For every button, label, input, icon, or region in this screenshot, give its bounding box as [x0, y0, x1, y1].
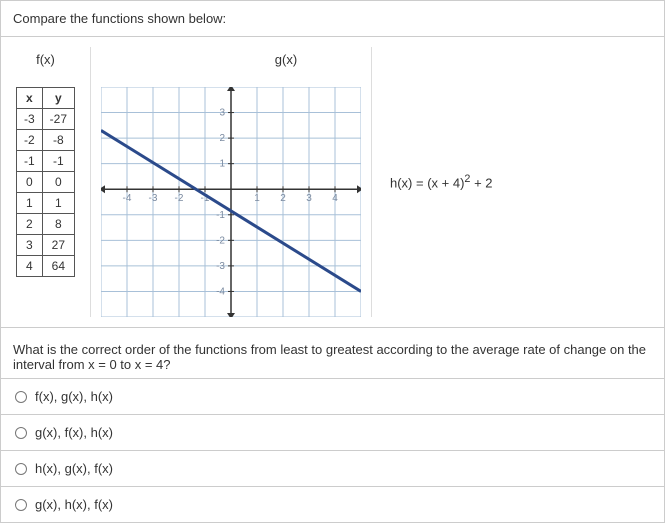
option-label: g(x), h(x), f(x) — [35, 497, 113, 512]
radio-icon — [15, 463, 27, 475]
table-row: 28 — [16, 214, 74, 235]
option-0[interactable]: f(x), g(x), h(x) — [0, 379, 665, 415]
svg-text:4: 4 — [332, 193, 338, 204]
svg-text:-2: -2 — [175, 193, 184, 204]
f-label: f(x) — [31, 47, 60, 72]
svg-text:1: 1 — [219, 159, 225, 170]
svg-text:-2: -2 — [216, 235, 225, 246]
option-2[interactable]: h(x), g(x), f(x) — [0, 451, 665, 487]
svg-text:-3: -3 — [216, 261, 225, 272]
th-y: y — [42, 88, 74, 109]
table-row: -3-27 — [16, 109, 74, 130]
table-row: 327 — [16, 235, 74, 256]
option-3[interactable]: g(x), h(x), f(x) — [0, 487, 665, 523]
h-formula-suffix: + 2 — [470, 176, 492, 191]
functions-row: f(x) x y -3-27 -2-8 -1-1 00 11 28 327 46… — [0, 37, 665, 328]
radio-icon — [15, 427, 27, 439]
option-label: g(x), f(x), h(x) — [35, 425, 113, 440]
svg-text:3: 3 — [219, 108, 225, 119]
radio-icon — [15, 499, 27, 511]
question-header: Compare the functions shown below: — [0, 0, 665, 37]
f-table: x y -3-27 -2-8 -1-1 00 11 28 327 464 — [16, 87, 75, 277]
sub-question: What is the correct order of the functio… — [0, 328, 665, 379]
table-row: 11 — [16, 193, 74, 214]
svg-text:-1: -1 — [216, 210, 225, 221]
g-chart: -4-3-2-11234-4-3-2-1123 — [101, 87, 361, 317]
option-label: h(x), g(x), f(x) — [35, 461, 113, 476]
table-row: -1-1 — [16, 151, 74, 172]
svg-text:2: 2 — [219, 133, 225, 144]
svg-text:-3: -3 — [149, 193, 158, 204]
h-formula: h(x) = (x + 4)2 + 2 — [382, 173, 501, 190]
h-column: h(x) = (x + 4)2 + 2 — [382, 47, 511, 317]
g-column: g(x) -4-3-2-11234-4-3-2-1123 — [101, 47, 372, 317]
option-1[interactable]: g(x), f(x), h(x) — [0, 415, 665, 451]
svg-text:-4: -4 — [123, 193, 132, 204]
table-row: 00 — [16, 172, 74, 193]
g-label: g(x) — [270, 47, 302, 72]
svg-text:2: 2 — [280, 193, 286, 204]
svg-text:3: 3 — [306, 193, 312, 204]
f-column: f(x) x y -3-27 -2-8 -1-1 00 11 28 327 46… — [11, 47, 91, 317]
table-row: 464 — [16, 256, 74, 277]
svg-text:-4: -4 — [216, 286, 225, 297]
h-formula-prefix: h(x) = (x + 4) — [390, 176, 464, 191]
option-label: f(x), g(x), h(x) — [35, 389, 113, 404]
radio-icon — [15, 391, 27, 403]
g-chart-svg: -4-3-2-11234-4-3-2-1123 — [101, 87, 361, 317]
table-header-row: x y — [16, 88, 74, 109]
th-x: x — [16, 88, 42, 109]
svg-text:1: 1 — [254, 193, 260, 204]
table-row: -2-8 — [16, 130, 74, 151]
